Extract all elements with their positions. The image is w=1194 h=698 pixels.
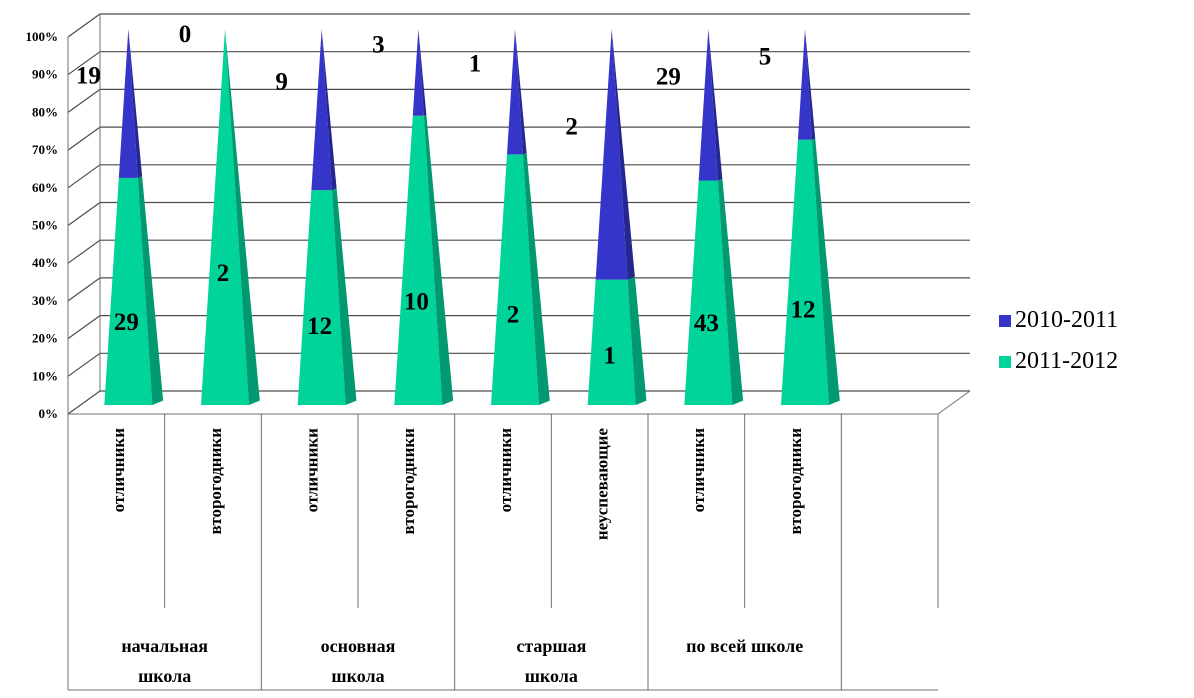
data-label-2010-2011: 1 bbox=[469, 51, 482, 78]
data-label-2011-2012: 12 bbox=[307, 313, 332, 340]
legend-label: 2010-2011 bbox=[1015, 307, 1118, 333]
x-category-label: отличники bbox=[689, 428, 708, 513]
bar-2011-2012-3-front bbox=[297, 190, 346, 405]
y-tick-label: 40% bbox=[32, 255, 58, 270]
bar-2011-2012-1-side bbox=[137, 176, 164, 405]
y-tick-label: 80% bbox=[32, 104, 58, 119]
y-tick-label: 60% bbox=[32, 180, 58, 195]
bar-2011-2012-2-side bbox=[225, 29, 260, 405]
bar-2010-2011-6-side bbox=[611, 29, 635, 280]
data-label-2010-2011: 0 bbox=[179, 21, 192, 48]
bar-2010-2011-3-side bbox=[321, 29, 337, 191]
bar-2011-2012-1-front bbox=[104, 177, 153, 405]
data-label-2011-2012: 29 bbox=[114, 309, 139, 336]
bar-2011-2012-8-front bbox=[781, 139, 829, 405]
legend-swatch bbox=[999, 315, 1011, 327]
floor-right-edge bbox=[937, 390, 971, 415]
legend-swatch bbox=[999, 356, 1011, 368]
bar-2010-2011-5-front bbox=[507, 29, 523, 155]
bar-2010-2011-4-front bbox=[412, 29, 424, 116]
y-tick-label: 10% bbox=[32, 368, 58, 383]
gridline bbox=[67, 51, 970, 76]
bar-2011-2012-7-side bbox=[718, 178, 744, 405]
bar-2010-2011-7-front bbox=[698, 29, 718, 181]
x-category-label: неуспевающие bbox=[593, 428, 612, 541]
x-group-label: основная школа bbox=[321, 636, 396, 686]
data-label-2010-2011: 29 bbox=[656, 64, 681, 91]
y-tick-label: 100% bbox=[26, 29, 59, 44]
x-category-label: второгодники bbox=[206, 428, 225, 535]
bar-2011-2012-4-side bbox=[423, 114, 454, 405]
y-tick-label: 0% bbox=[39, 406, 59, 421]
x-group-label: начальная школа bbox=[121, 636, 208, 686]
bar-2011-2012-3-side bbox=[331, 188, 357, 405]
bar-2011-2012-7-front bbox=[684, 180, 733, 405]
x-group-label: старшая школа bbox=[516, 636, 586, 686]
bar-2011-2012-5-side bbox=[523, 152, 550, 405]
bar-2010-2011-8-front bbox=[797, 29, 813, 140]
bar-2010-2011-8-side bbox=[805, 29, 816, 140]
data-label-2011-2012: 2 bbox=[507, 301, 520, 328]
bar-2010-2011-1-side bbox=[128, 29, 143, 178]
data-label-2011-2012: 43 bbox=[694, 310, 719, 337]
data-label-2011-2012: 2 bbox=[217, 260, 230, 287]
bar-2011-2012-8-side bbox=[812, 138, 840, 406]
x-group-label: по всей школе bbox=[686, 636, 803, 656]
data-label-2011-2012: 10 bbox=[404, 289, 429, 316]
bar-2011-2012-4-front bbox=[394, 115, 443, 406]
y-tick-label: 90% bbox=[32, 67, 58, 82]
data-label-2011-2012: 12 bbox=[791, 296, 816, 323]
bar-2011-2012-6-side bbox=[627, 276, 647, 405]
bar-2010-2011-5-side bbox=[515, 29, 527, 155]
data-label-2011-2012: 1 bbox=[603, 343, 616, 370]
y-tick-label: 20% bbox=[32, 331, 58, 346]
bar-2010-2011-3-front bbox=[311, 29, 332, 191]
y-tick-label: 70% bbox=[32, 142, 58, 157]
data-label-2010-2011: 19 bbox=[76, 62, 101, 89]
x-category-label: второгодники bbox=[786, 428, 805, 535]
gridline bbox=[67, 13, 970, 38]
data-label-2010-2011: 5 bbox=[759, 43, 772, 70]
x-category-label: второгодники bbox=[399, 428, 418, 535]
legend-label: 2011-2012 bbox=[1015, 348, 1118, 374]
bar-2010-2011-4-side bbox=[418, 29, 427, 116]
bar-2011-2012-5-front bbox=[491, 154, 539, 405]
data-label-2010-2011: 9 bbox=[275, 69, 288, 96]
bar-2011-2012-2-front bbox=[201, 29, 249, 405]
x-category-label: отличники bbox=[109, 428, 128, 513]
bar-2010-2011-7-side bbox=[708, 29, 723, 181]
y-tick-label: 50% bbox=[32, 218, 58, 233]
bar-2011-2012-6-front bbox=[587, 279, 636, 405]
x-category-label: отличники bbox=[496, 428, 515, 513]
data-label-2010-2011: 3 bbox=[372, 31, 385, 58]
x-category-label: отличники bbox=[303, 428, 322, 513]
bar-2010-2011-1-front bbox=[118, 29, 138, 178]
y-tick-label: 30% bbox=[32, 293, 58, 308]
bar-2010-2011-6-front bbox=[595, 29, 628, 280]
data-label-2010-2011: 2 bbox=[565, 113, 578, 140]
